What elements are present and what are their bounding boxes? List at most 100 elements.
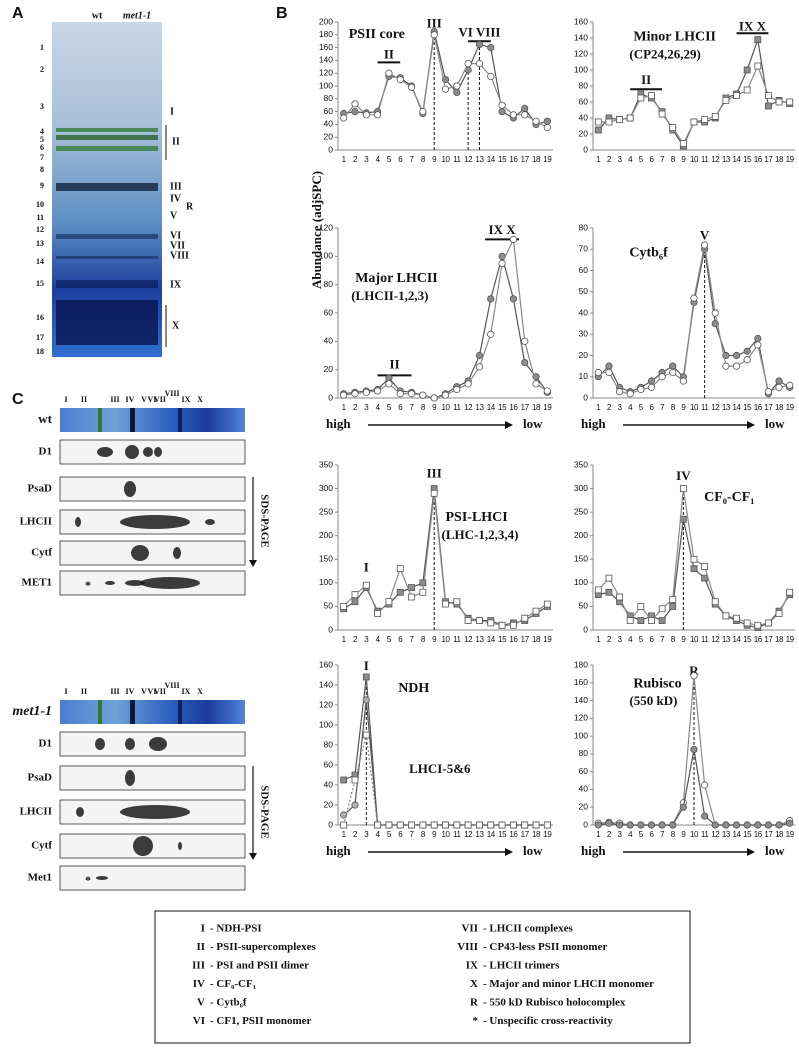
x-tick-label: 11 (453, 830, 461, 839)
band-label: I (170, 106, 174, 117)
x-direction-label: high (581, 416, 606, 431)
y-tick-label: 80 (579, 748, 589, 758)
x-tick-label: 10 (441, 403, 450, 412)
x-tick-label: 15 (498, 403, 507, 412)
data-point (690, 555, 698, 563)
data-point (701, 812, 709, 820)
y-tick-label: 120 (574, 48, 588, 58)
data-point (690, 294, 698, 302)
y-tick-label: 80 (579, 80, 589, 90)
data-point (453, 82, 461, 90)
blot-signal (125, 738, 135, 750)
blot-signal (125, 445, 139, 459)
complex-label: II (81, 395, 87, 404)
data-point (647, 377, 656, 385)
data-point (722, 821, 730, 829)
x-tick-label: 16 (754, 635, 763, 644)
x-direction-label: low (765, 416, 785, 431)
x-tick-label: 6 (398, 403, 403, 412)
x-tick-label: 14 (487, 635, 496, 644)
data-point (711, 598, 719, 606)
fraction-label: 16 (36, 313, 44, 322)
x-tick-label: 1 (596, 635, 601, 644)
data-point (351, 776, 359, 784)
data-point (616, 116, 623, 123)
panel-label: C (12, 391, 24, 408)
y-tick-label: 0 (583, 819, 588, 829)
legend-key: IX (466, 960, 478, 972)
data-point (396, 390, 404, 398)
data-point (605, 362, 613, 370)
data-point (669, 368, 677, 377)
y-tick-label: 50 (579, 601, 589, 611)
blot-frame (59, 765, 246, 791)
x-direction-label: low (765, 843, 785, 858)
annotation: VI VIII (458, 25, 500, 40)
native-gel-strip (60, 700, 245, 724)
data-point (532, 380, 540, 388)
x-tick-label: 13 (475, 155, 484, 164)
data-point (487, 619, 495, 627)
annotation: IV (676, 468, 691, 483)
data-point (340, 603, 348, 610)
data-point (669, 595, 677, 603)
complex-label: I (64, 687, 67, 696)
y-tick-label: 140 (574, 695, 588, 705)
chart-subtitle: (LHCII-1,2,3) (351, 288, 428, 303)
y-tick-label: 120 (319, 699, 333, 709)
data-point (754, 341, 762, 349)
x-tick-label: 12 (711, 403, 720, 412)
x-tick-label: 19 (786, 155, 795, 164)
x-tick-label: 12 (711, 830, 720, 839)
annotation: II (390, 356, 400, 371)
y-axis-label: Abundance (adjSPC) (309, 171, 324, 289)
data-point (701, 574, 709, 582)
panel-label: B (276, 5, 288, 22)
legend-key: IV (193, 978, 205, 990)
data-point (754, 62, 762, 70)
data-point (351, 801, 359, 809)
blot-signal (95, 738, 105, 750)
fraction-label: 17 (36, 333, 44, 342)
y-tick-label: 80 (324, 93, 334, 103)
data-point (351, 598, 359, 606)
data-point (690, 672, 698, 680)
gel-row-label: met1-1 (12, 704, 52, 719)
data-point (408, 821, 415, 829)
x-tick-label: 13 (475, 830, 484, 839)
data-point (419, 821, 427, 829)
data-point (464, 59, 472, 68)
x-tick-label: 10 (690, 635, 699, 644)
x-tick-label: 6 (649, 830, 654, 839)
x-tick-label: 18 (532, 635, 541, 644)
blot-signal (143, 447, 153, 457)
legend-key: VIII (457, 941, 478, 953)
data-point (498, 821, 506, 829)
data-point (679, 140, 687, 148)
data-point (786, 819, 794, 827)
y-tick-label: 300 (574, 483, 588, 493)
data-point (637, 603, 645, 610)
x-tick-label: 13 (722, 830, 731, 839)
gel-band (98, 408, 102, 432)
data-point (754, 36, 762, 43)
sds-label: SDS-PAGE (258, 494, 270, 548)
gel-band (178, 700, 182, 724)
data-point (509, 621, 517, 629)
x-tick-label: 2 (353, 403, 358, 412)
x-tick-label: 17 (764, 155, 773, 164)
fraction-label: 3 (40, 102, 44, 111)
y-tick-label: 60 (324, 106, 334, 116)
x-tick-label: 8 (421, 635, 426, 644)
legend-key: VI (193, 1015, 205, 1027)
legend-key: X (470, 978, 478, 990)
data-point (340, 114, 348, 122)
chart-subtitle: (CP24,26,29) (629, 46, 701, 61)
y-tick-label: 100 (319, 80, 333, 90)
x-tick-label: 1 (596, 155, 601, 164)
data-point (648, 92, 655, 99)
y-tick-label: 60 (579, 96, 589, 106)
data-point (594, 821, 602, 829)
x-tick-label: 7 (410, 403, 415, 412)
x-tick-label: 16 (509, 830, 518, 839)
